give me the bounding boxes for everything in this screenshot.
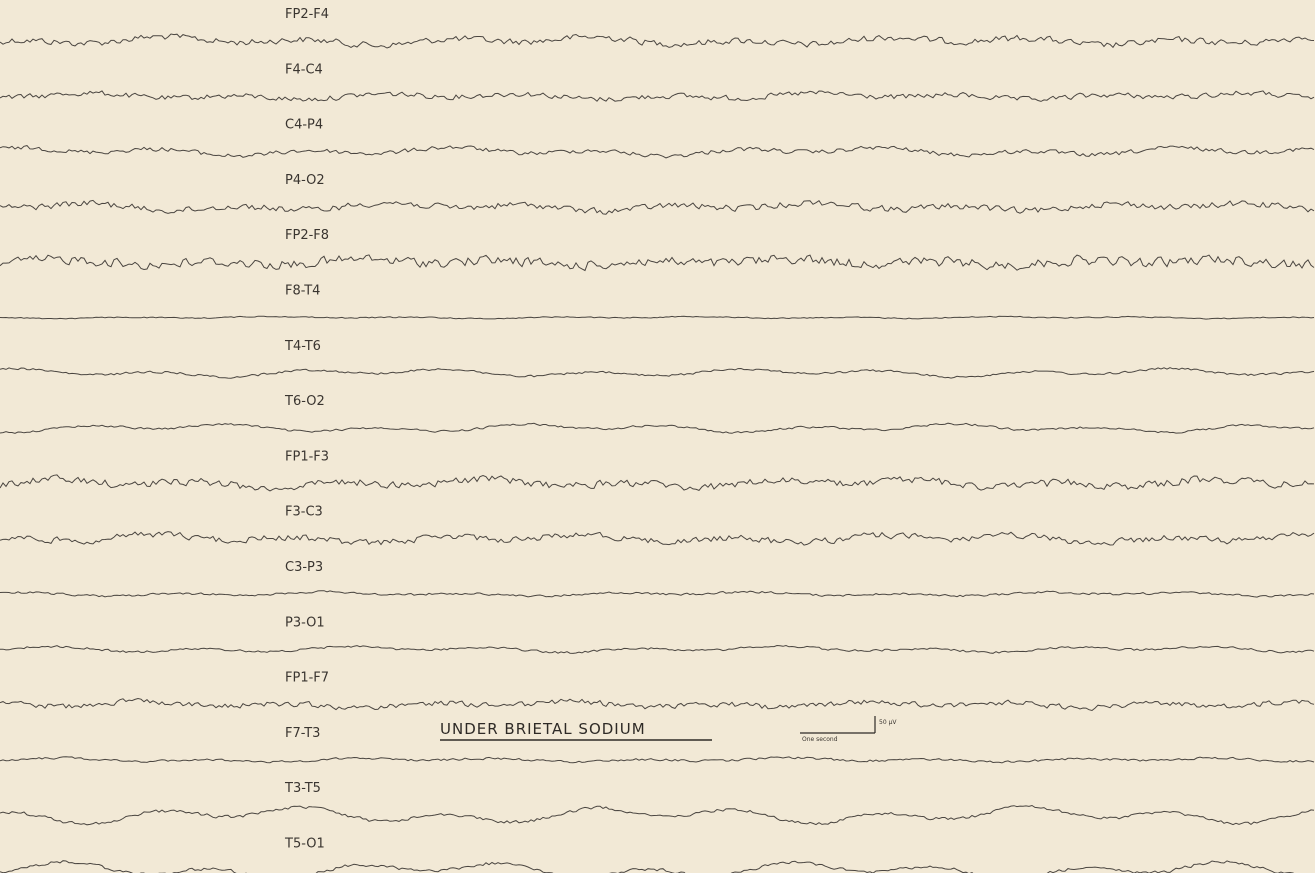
paper bbox=[0, 0, 1315, 873]
channel-label: P3-O1 bbox=[285, 615, 325, 630]
channel-label: F4-C4 bbox=[285, 62, 323, 77]
channel-label: FP1-F7 bbox=[285, 671, 329, 686]
channel-label: P4-O2 bbox=[285, 173, 325, 188]
channel-label: FP2-F8 bbox=[285, 228, 329, 243]
figure-title: UNDER BRIETAL SODIUM bbox=[440, 720, 646, 738]
channel-label: F7-T3 bbox=[285, 726, 320, 741]
channel-label: FP1-F3 bbox=[285, 449, 329, 464]
channel-label: T3-T5 bbox=[284, 781, 321, 796]
amplitude-scale-label: 50 µV bbox=[879, 719, 897, 726]
channel-label: T4-T6 bbox=[284, 339, 321, 354]
channel-label: F3-C3 bbox=[285, 505, 323, 520]
channel-label: C4-P4 bbox=[285, 118, 323, 133]
channel-label: FP2-F4 bbox=[285, 7, 329, 22]
channel-label: T5-O1 bbox=[284, 837, 325, 852]
channel-label: C3-P3 bbox=[285, 560, 323, 575]
eeg-figure: UNDER BRIETAL SODIUM 50 µV One second FP… bbox=[0, 0, 1315, 873]
channel-label: F8-T4 bbox=[285, 284, 320, 299]
time-scale-label: One second bbox=[802, 736, 838, 743]
channel-label: T6-O2 bbox=[284, 394, 325, 409]
